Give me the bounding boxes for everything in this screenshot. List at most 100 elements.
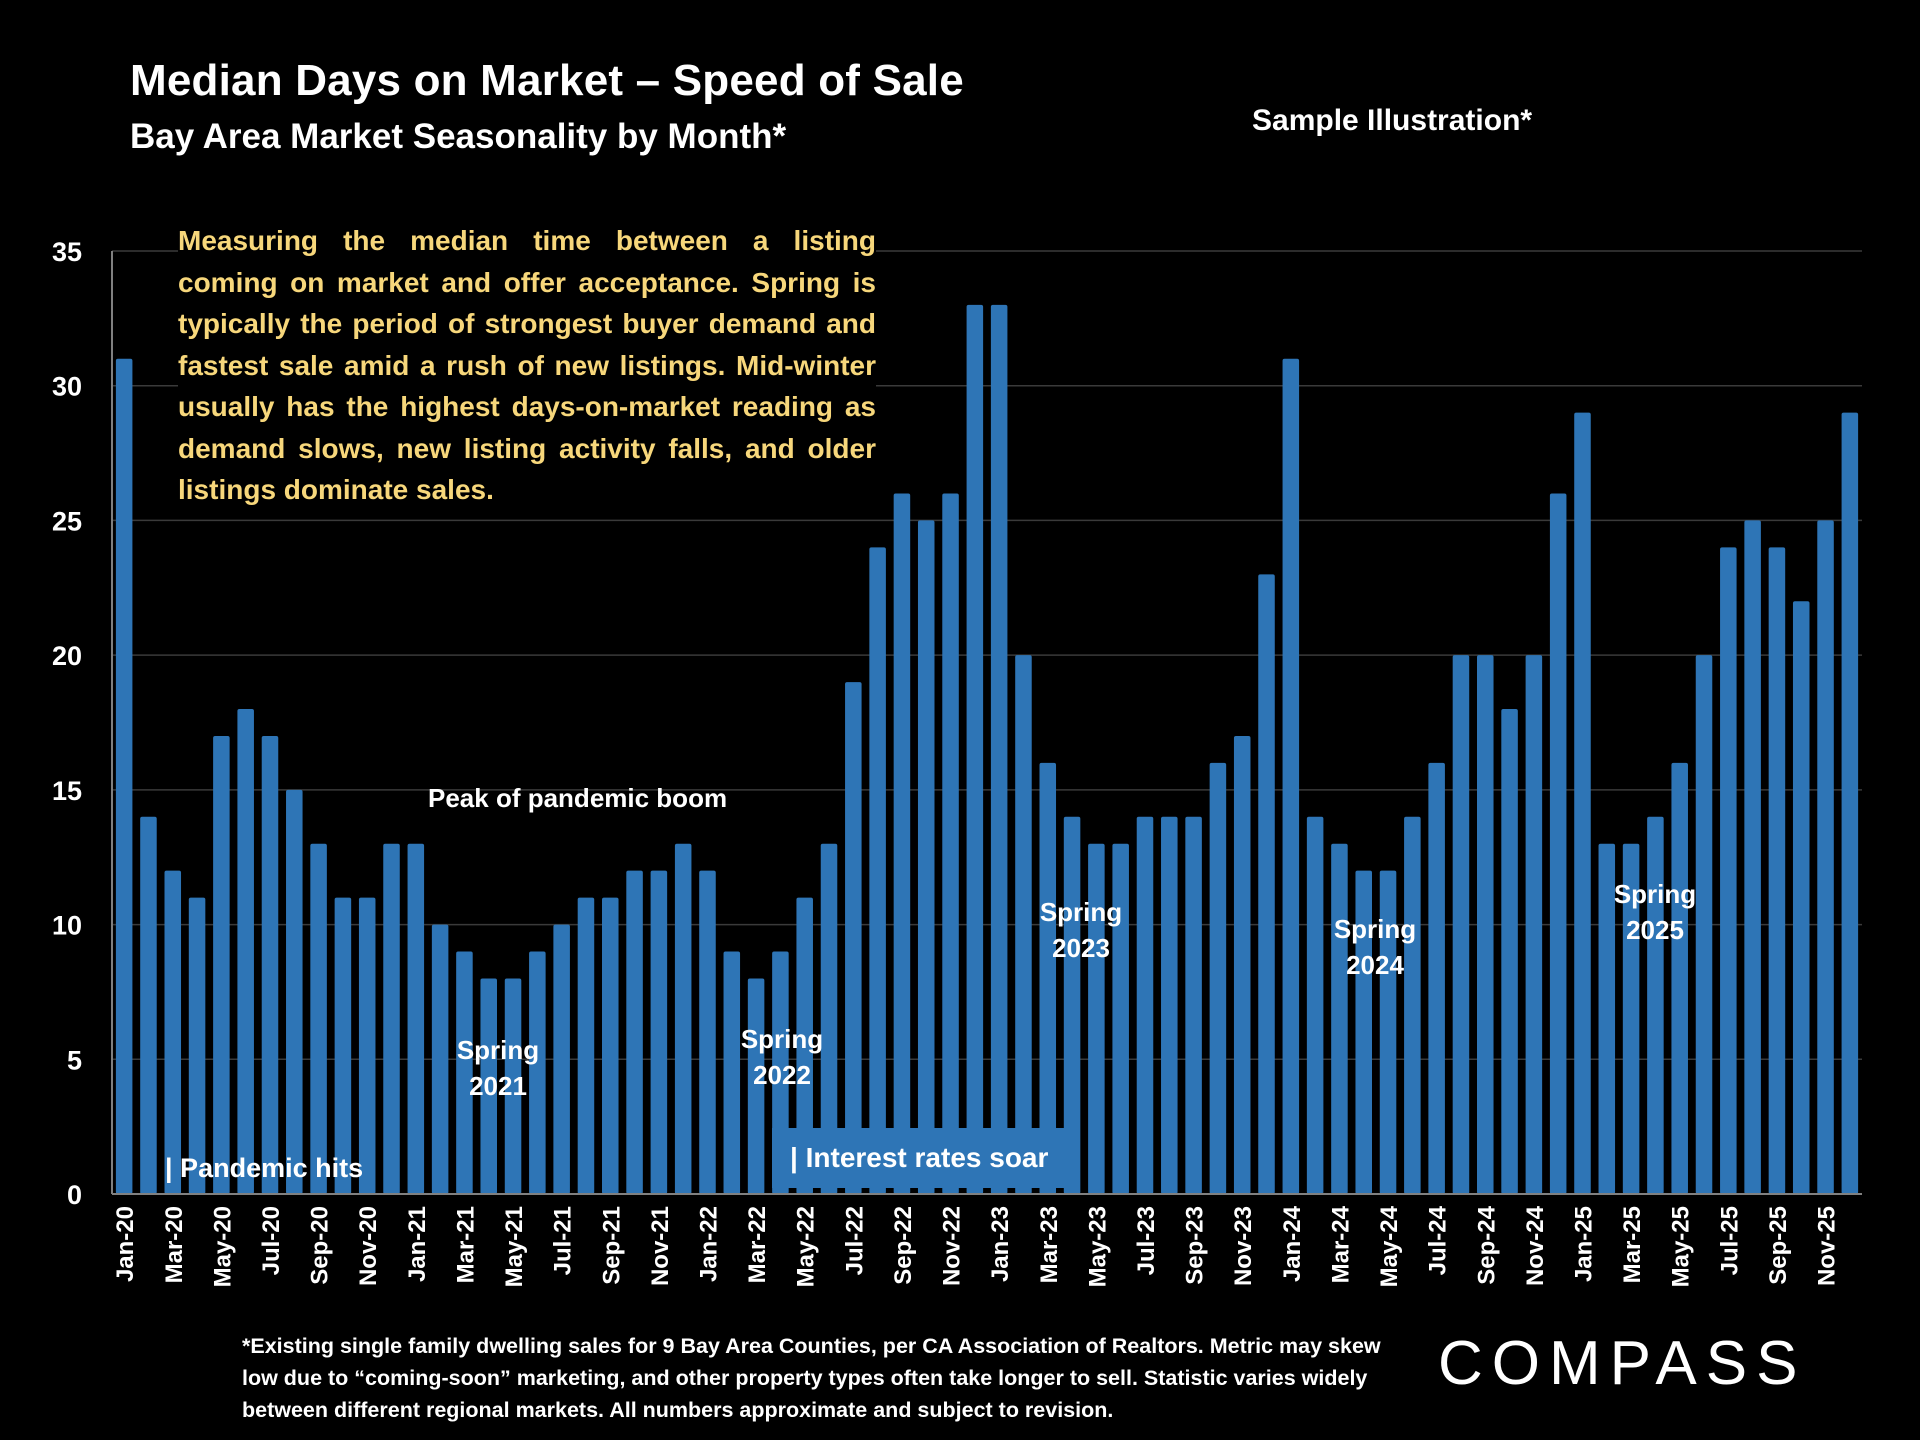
bar-Jun-22 xyxy=(820,843,838,1194)
bar-Oct-20 xyxy=(334,897,352,1194)
bar-Aug-22 xyxy=(869,547,886,1194)
x-tick-label: May-21 xyxy=(501,1206,528,1287)
bar-Dec-24 xyxy=(1549,493,1567,1194)
bar-Oct-21 xyxy=(626,870,643,1194)
x-tick-label: Mar-25 xyxy=(1619,1206,1646,1283)
annotation-peak-boom: Peak of pandemic boom xyxy=(428,783,728,813)
spring-label: Spring xyxy=(1039,897,1123,927)
annotation-spring-2021: Spring 2021 xyxy=(446,1032,550,1104)
x-tick-label: Jul-25 xyxy=(1716,1206,1743,1275)
spring-year: 2022 xyxy=(753,1060,811,1090)
spring-label: Spring xyxy=(1333,914,1417,944)
x-tick-label: Jan-20 xyxy=(112,1206,139,1282)
annotation-pandemic-hits: | Pandemic hits xyxy=(165,1153,364,1183)
bar-Feb-22 xyxy=(723,951,741,1194)
gridlines xyxy=(112,250,1862,1061)
bar-Feb-21 xyxy=(431,924,449,1194)
bar-Nov-20 xyxy=(358,897,376,1194)
bar-Nov-23 xyxy=(1233,735,1251,1194)
spring-label: Spring xyxy=(456,1035,540,1065)
bar-Jul-20 xyxy=(261,735,279,1194)
x-tick-label: Jul-20 xyxy=(258,1206,285,1275)
bar-Jun-25 xyxy=(1695,655,1713,1194)
bar-Jul-22 xyxy=(845,682,862,1194)
bar-Jul-24 xyxy=(1428,762,1445,1194)
bar-Jul-23 xyxy=(1136,816,1154,1194)
x-tick-label: Nov-25 xyxy=(1814,1206,1841,1286)
bar-Jan-25 xyxy=(1574,412,1591,1195)
x-tick-label: Jan-23 xyxy=(987,1206,1014,1282)
x-tick-label: Nov-21 xyxy=(647,1206,674,1286)
x-tick-label: Jul-22 xyxy=(841,1206,868,1275)
bar-Jul-25 xyxy=(1720,547,1737,1194)
spring-label: Spring xyxy=(740,1024,824,1054)
bar-Apr-20 xyxy=(188,897,206,1194)
bar-Sep-22 xyxy=(893,493,911,1194)
bar-Dec-23 xyxy=(1258,574,1275,1194)
y-tick-label: 15 xyxy=(52,776,82,806)
bar-Sep-25 xyxy=(1768,547,1786,1194)
bar-Mar-21 xyxy=(456,951,473,1194)
x-tick-label: Mar-23 xyxy=(1036,1206,1063,1283)
spring-label: Spring xyxy=(1613,879,1697,909)
x-tick-label: Jan-25 xyxy=(1570,1206,1597,1282)
y-tick-label: 20 xyxy=(52,641,82,671)
spring-year: 2023 xyxy=(1052,933,1110,963)
bar-Oct-25 xyxy=(1792,601,1810,1194)
x-tick-label: Jul-24 xyxy=(1425,1205,1452,1275)
bar-Sep-23 xyxy=(1185,816,1202,1194)
bar-Apr-23 xyxy=(1063,816,1081,1194)
x-tick-label: May-24 xyxy=(1376,1205,1403,1287)
x-tick-label: May-22 xyxy=(793,1206,820,1287)
bar-May-24 xyxy=(1379,870,1397,1194)
x-tick-label: Sep-25 xyxy=(1765,1206,1792,1285)
bar-Jun-24 xyxy=(1404,816,1421,1194)
bar-Oct-24 xyxy=(1501,709,1518,1194)
x-tick-label: May-20 xyxy=(209,1206,236,1287)
bar-Sep-24 xyxy=(1477,655,1494,1194)
bar-Aug-25 xyxy=(1744,520,1761,1194)
x-tick-label: Sep-23 xyxy=(1182,1206,1209,1285)
bar-May-21 xyxy=(504,978,522,1194)
x-axis-ticks: Jan-20 Mar-20 May-20 Jul-20 Sep-20 Nov-20 Jan-… xyxy=(112,1205,1840,1287)
x-tick-label: Nov-23 xyxy=(1230,1206,1257,1286)
x-tick-label: Sep-21 xyxy=(598,1206,625,1285)
footnote: *Existing single family dwelling sales f… xyxy=(242,1334,1381,1422)
x-tick-label: Mar-24 xyxy=(1327,1205,1354,1283)
bar-Jul-21 xyxy=(553,924,570,1194)
spring-year: 2024 xyxy=(1346,950,1404,980)
chart-title: Median Days on Market – Speed of Sale xyxy=(130,56,964,105)
bar-May-23 xyxy=(1088,843,1105,1194)
bar-May-25 xyxy=(1671,762,1688,1194)
bar-Jun-20 xyxy=(237,709,254,1194)
x-tick-label: Mar-20 xyxy=(161,1206,188,1283)
bar-May-20 xyxy=(213,735,230,1194)
x-tick-label: Jan-22 xyxy=(695,1206,722,1282)
compass-logo: COMPASS xyxy=(1438,1329,1807,1398)
y-tick-label: 0 xyxy=(67,1180,82,1210)
x-tick-label: Jul-21 xyxy=(550,1206,577,1275)
y-tick-label: 30 xyxy=(52,372,82,402)
bar-Feb-24 xyxy=(1306,816,1324,1194)
bar-Jan-21 xyxy=(407,843,425,1194)
x-tick-label: May-25 xyxy=(1668,1206,1695,1287)
bar-Jan-24 xyxy=(1282,358,1300,1194)
chart-subtitle: Bay Area Market Seasonality by Month* xyxy=(130,117,787,156)
x-tick-label: Sep-20 xyxy=(307,1206,334,1285)
bar-Apr-21 xyxy=(480,978,497,1194)
bar-Sep-20 xyxy=(310,843,327,1194)
bar-Dec-22 xyxy=(966,304,984,1194)
annotation-spring-2024: Spring 2024 xyxy=(1323,911,1427,983)
bar-Feb-25 xyxy=(1598,843,1616,1194)
x-tick-label: Nov-22 xyxy=(939,1206,966,1286)
bar-Jun-21 xyxy=(529,951,546,1194)
bar-Oct-23 xyxy=(1209,762,1227,1194)
y-tick-label: 35 xyxy=(52,237,82,267)
y-axis-ticks: 0 5 10 15 20 25 30 35 xyxy=(52,237,82,1210)
annotation-spring-2022: Spring 2022 xyxy=(730,1021,834,1093)
bar-Feb-20 xyxy=(140,816,157,1194)
x-tick-label: Nov-24 xyxy=(1522,1205,1549,1286)
bar-Jan-22 xyxy=(699,870,716,1194)
bar-Dec-21 xyxy=(674,843,692,1194)
